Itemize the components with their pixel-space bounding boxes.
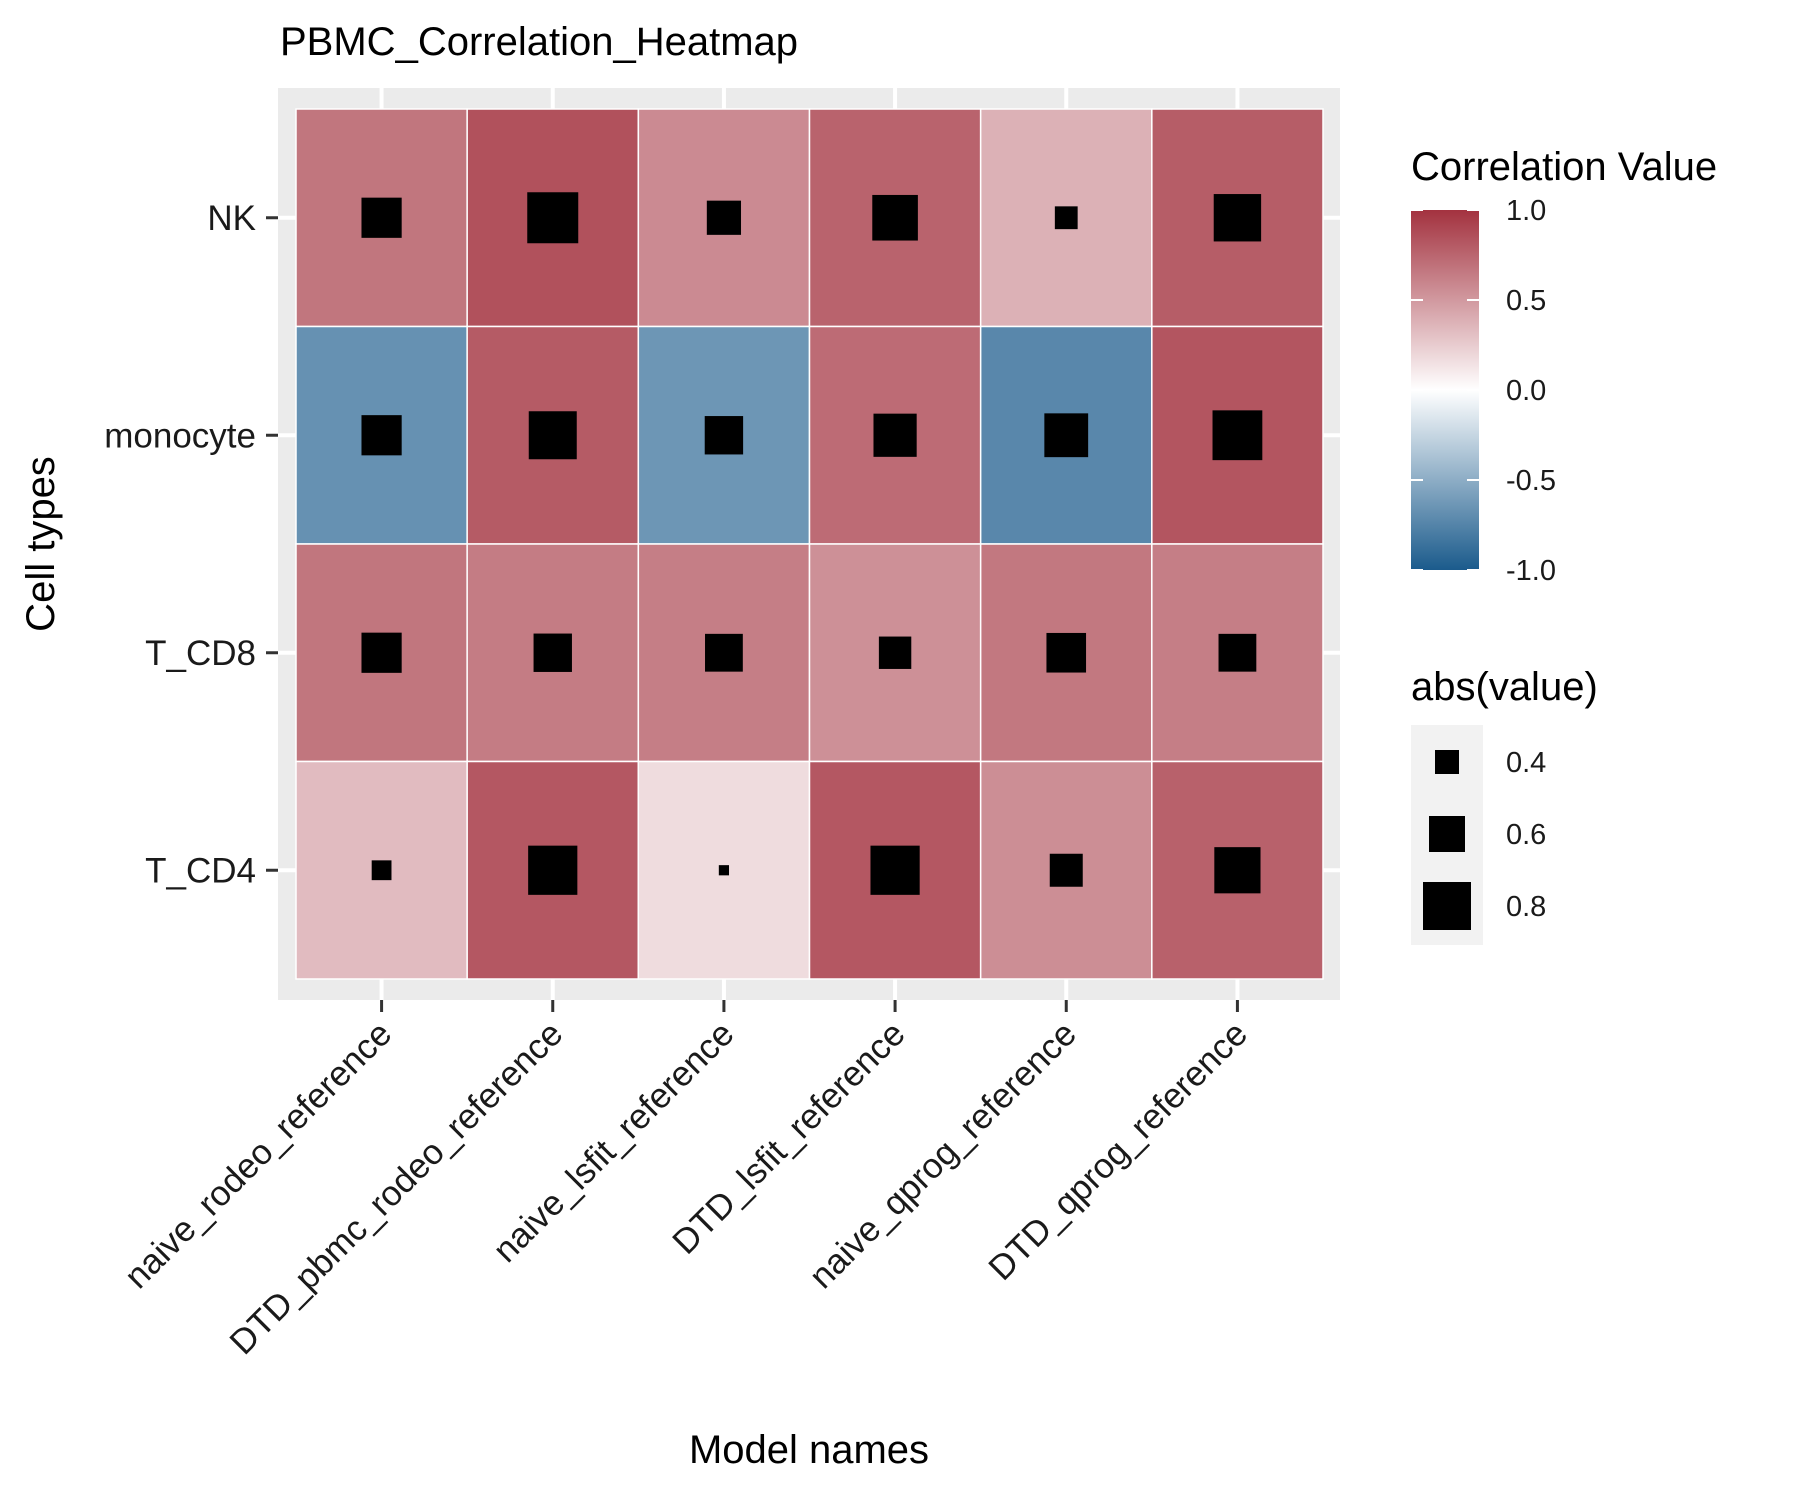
- size-marker: [872, 194, 918, 241]
- size-marker: [1046, 632, 1087, 673]
- y-axis-title: Cell types: [19, 456, 63, 632]
- x-tick-label: DTD_pbmc_rodeo_reference: [222, 1014, 570, 1362]
- size-marker: [705, 633, 743, 672]
- size-marker: [527, 192, 579, 244]
- size-markers: [361, 192, 1263, 895]
- size-marker: [361, 632, 402, 673]
- size-marker: [878, 636, 912, 669]
- y-tick-label: monocyte: [104, 416, 256, 455]
- colorbar-tick-label: 0.5: [1506, 285, 1546, 317]
- colorbar-tick-label: -0.5: [1506, 465, 1556, 497]
- size-marker: [873, 413, 917, 457]
- y-tick-label: T_CD4: [145, 851, 256, 890]
- chart-title: PBMC_Correlation_Heatmap: [280, 20, 798, 64]
- heatmap-cell: [979, 325, 1153, 545]
- size-marker: [1214, 847, 1261, 894]
- size-legend-title: abs(value): [1411, 665, 1598, 709]
- heatmap-cells: [295, 108, 1324, 980]
- colorbar-tick-label: 0.0: [1506, 375, 1546, 407]
- colorbar-tick-label: 1.0: [1506, 195, 1546, 227]
- size-marker: [706, 200, 742, 235]
- size-marker: [870, 845, 920, 895]
- y-axis-ticks: NK monocyte T_CD8 T_CD4: [104, 199, 278, 890]
- size-marker: [1218, 633, 1257, 672]
- size-legend: abs(value) 0.4 0.6 0.8: [1411, 665, 1598, 945]
- size-marker: [1054, 206, 1078, 230]
- size-legend-square: [1423, 882, 1471, 930]
- size-legend-label: 0.6: [1506, 819, 1546, 851]
- fill-legend-title: Correlation Value: [1411, 145, 1717, 189]
- colorbar-tick-label: -1.0: [1506, 555, 1556, 587]
- size-marker: [1049, 853, 1083, 887]
- size-legend-label: 0.8: [1506, 891, 1546, 923]
- y-tick-label: T_CD8: [145, 634, 256, 673]
- fill-legend: Correlation Value 1.0 0.5 0.0 -0.5 -1.0: [1411, 145, 1717, 587]
- size-marker: [704, 416, 744, 455]
- size-marker: [718, 865, 730, 876]
- size-legend-keys: 0.4 0.6 0.8: [1423, 747, 1546, 930]
- size-marker: [1212, 410, 1263, 461]
- heatmap-cell: [295, 760, 468, 980]
- fill-legend-ticks: 1.0 0.5 0.0 -0.5 -1.0: [1411, 195, 1556, 587]
- size-marker: [361, 197, 402, 238]
- size-marker: [533, 633, 572, 672]
- size-marker: [371, 860, 392, 881]
- size-legend-square: [1429, 816, 1465, 852]
- size-marker: [1044, 413, 1089, 458]
- size-marker: [1213, 194, 1262, 242]
- size-legend-square: [1435, 750, 1459, 774]
- size-marker: [528, 845, 578, 895]
- size-marker: [528, 411, 577, 460]
- y-tick-label: NK: [207, 199, 256, 238]
- x-axis-ticks: naive_rodeo_referenceDTD_pbmc_rodeo_refe…: [117, 1000, 1255, 1362]
- size-marker: [361, 415, 402, 456]
- x-axis-title: Model names: [689, 1428, 929, 1472]
- size-legend-label: 0.4: [1506, 747, 1546, 779]
